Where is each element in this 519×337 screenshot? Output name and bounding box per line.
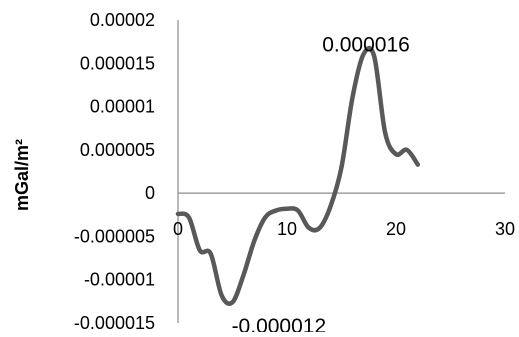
data-label: -0.000012 bbox=[232, 315, 327, 332]
x-tick-label: 30 bbox=[495, 219, 515, 239]
x-tick-label: 20 bbox=[386, 219, 406, 239]
y-tick-label: -0.00001 bbox=[84, 270, 155, 290]
series-line bbox=[178, 48, 418, 304]
x-tick-label: 0 bbox=[173, 219, 183, 239]
y-tick-label: 0.00002 bbox=[90, 10, 155, 30]
y-tick-label: 0.000015 bbox=[80, 53, 155, 73]
x-tick-label: 10 bbox=[277, 219, 297, 239]
series-layer bbox=[178, 48, 418, 304]
x-axis: 0 10 20 30 bbox=[173, 193, 515, 239]
y-tick-label: 0 bbox=[145, 183, 155, 203]
y-axis: 0.00002 0.000015 0.00001 0.000005 0 -0.000005… bbox=[74, 10, 178, 332]
y-tick-label: -0.000015 bbox=[74, 313, 155, 332]
y-tick-label: 0.000005 bbox=[80, 140, 155, 160]
y-tick-label: 0.00001 bbox=[90, 97, 155, 117]
y-axis-title: mGal/m² bbox=[12, 139, 32, 211]
data-label: 0.000016 bbox=[322, 34, 410, 57]
y-tick-label: -0.000005 bbox=[74, 226, 155, 246]
data-labels: 0.000016 -0.000012 bbox=[232, 34, 410, 332]
